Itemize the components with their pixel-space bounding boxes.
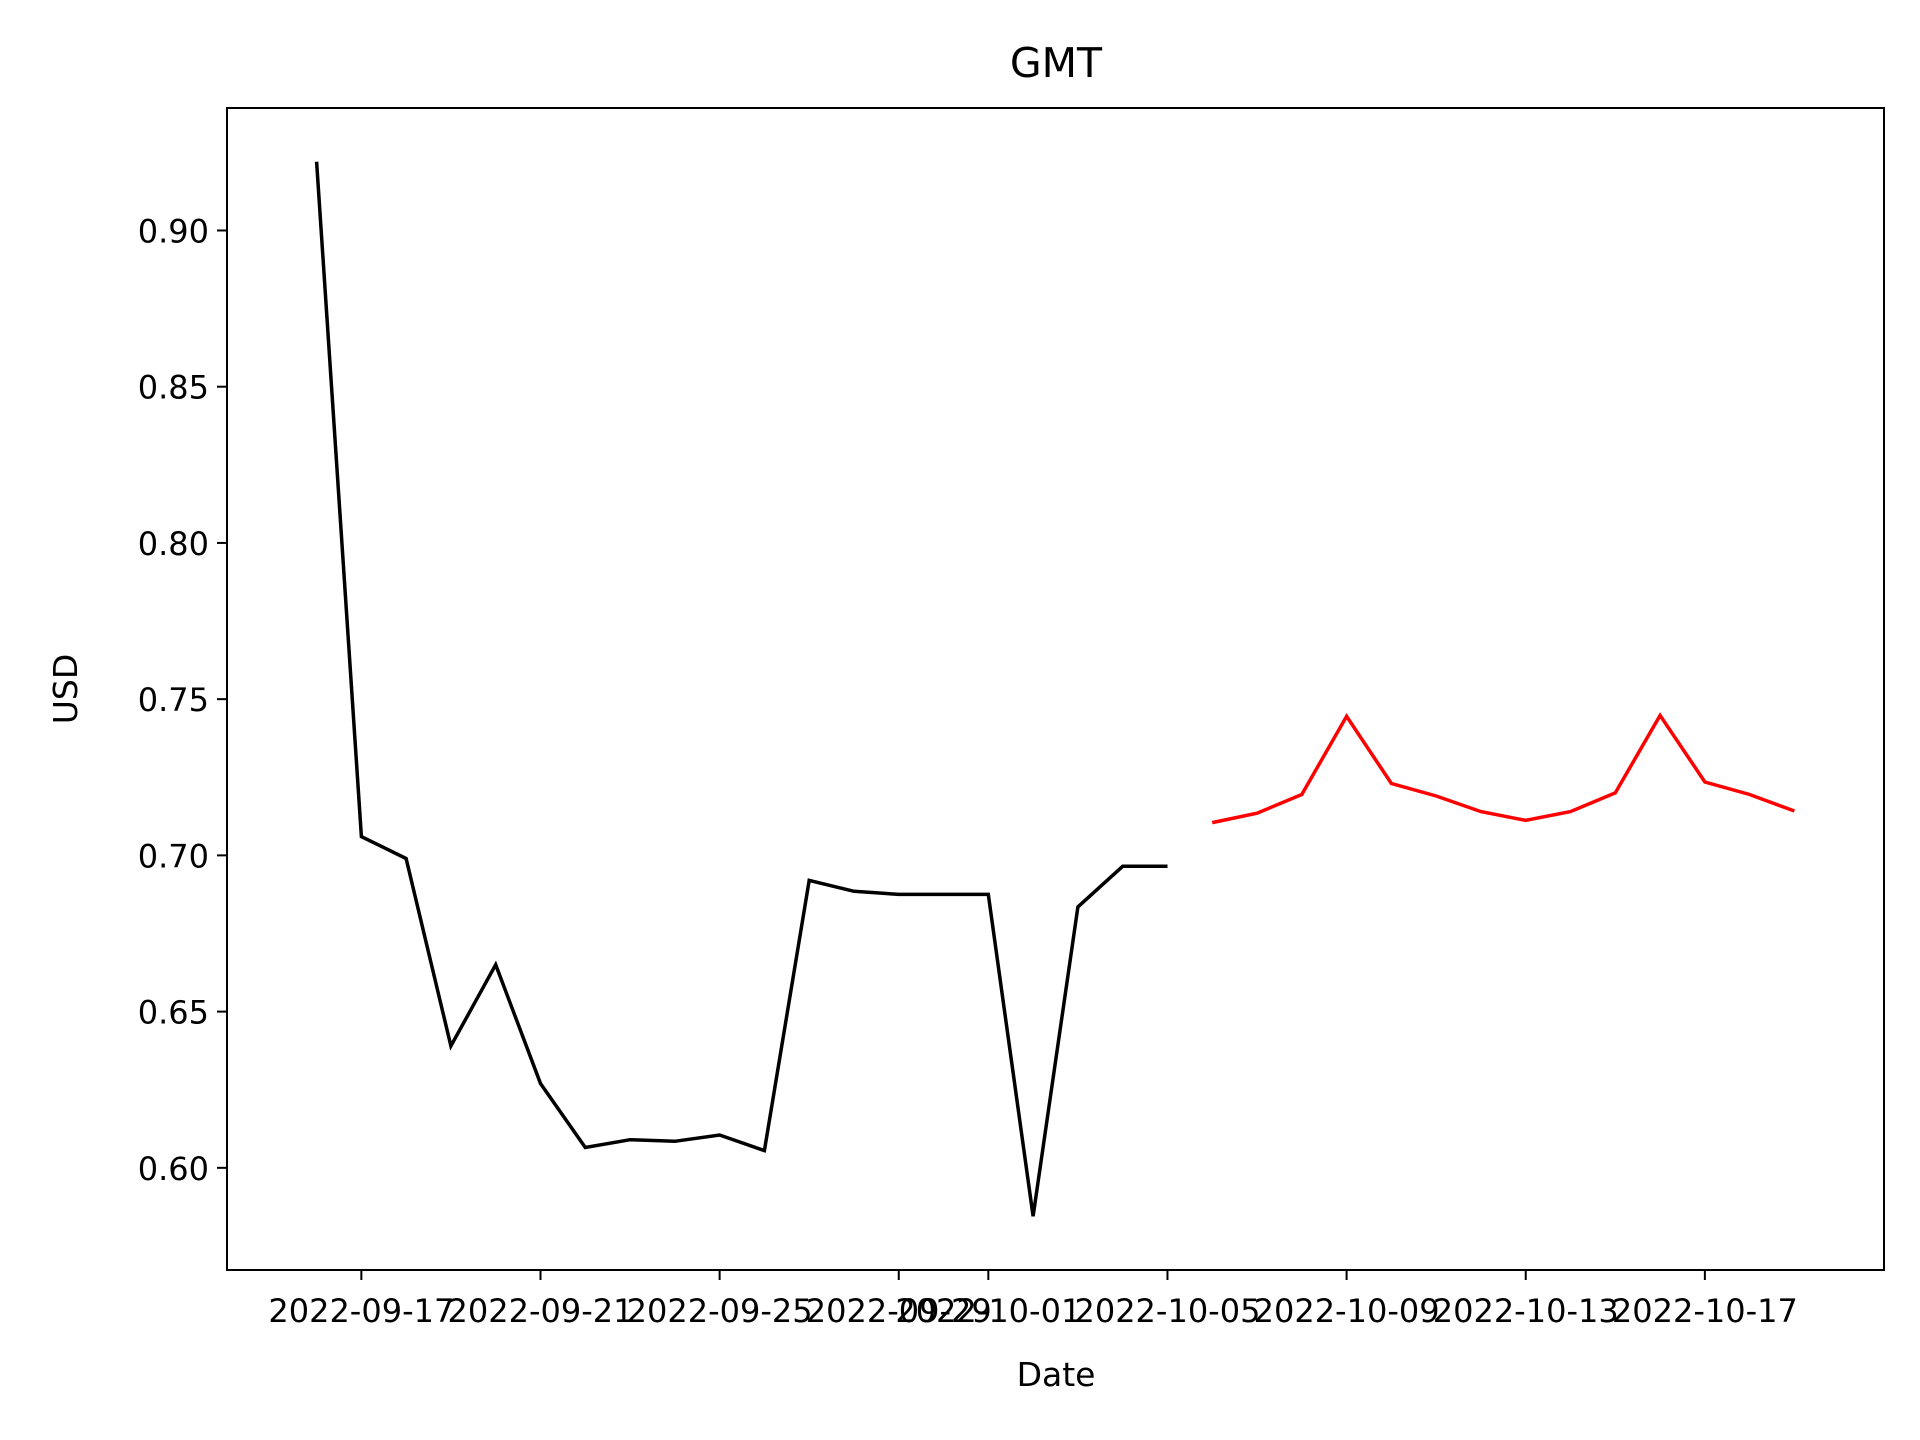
y-tick-label: 0.80 (138, 525, 209, 563)
chart-title: GMT (1010, 39, 1103, 87)
series-line-2 (1211, 712, 1796, 825)
series-line-1 (314, 161, 1168, 1217)
y-axis-label: USD (46, 654, 85, 725)
x-tick-label: 2022-10-01 (895, 1292, 1081, 1330)
y-tick-label: 0.65 (138, 994, 209, 1032)
y-tick-label: 0.90 (138, 212, 209, 250)
series-layer (314, 161, 1796, 1217)
x-tick-label: 2022-10-05 (1074, 1292, 1260, 1330)
y-tick-label: 0.85 (138, 369, 209, 407)
x-axis: 2022-09-172022-09-212022-09-252022-09-29… (268, 1270, 1798, 1330)
x-tick-label: 2022-10-09 (1254, 1292, 1440, 1330)
x-tick-label: 2022-10-17 (1612, 1292, 1798, 1330)
x-tick-label: 2022-09-29 (806, 1292, 992, 1330)
y-tick-label: 0.60 (138, 1150, 209, 1188)
x-tick-label: 2022-09-17 (268, 1292, 454, 1330)
x-tick-label: 2022-09-21 (448, 1292, 634, 1330)
y-axis: 0.60 0.65 0.70 0.75 0.80 0.85 0.90 (138, 212, 227, 1188)
x-axis-label: Date (1017, 1355, 1096, 1394)
x-tick-label: 2022-09-25 (627, 1292, 813, 1330)
y-tick-label: 0.70 (138, 837, 209, 875)
y-tick-label: 0.75 (138, 681, 209, 719)
plot-area-frame (226, 107, 1885, 1271)
x-tick-label: 2022-10-13 (1433, 1292, 1619, 1330)
